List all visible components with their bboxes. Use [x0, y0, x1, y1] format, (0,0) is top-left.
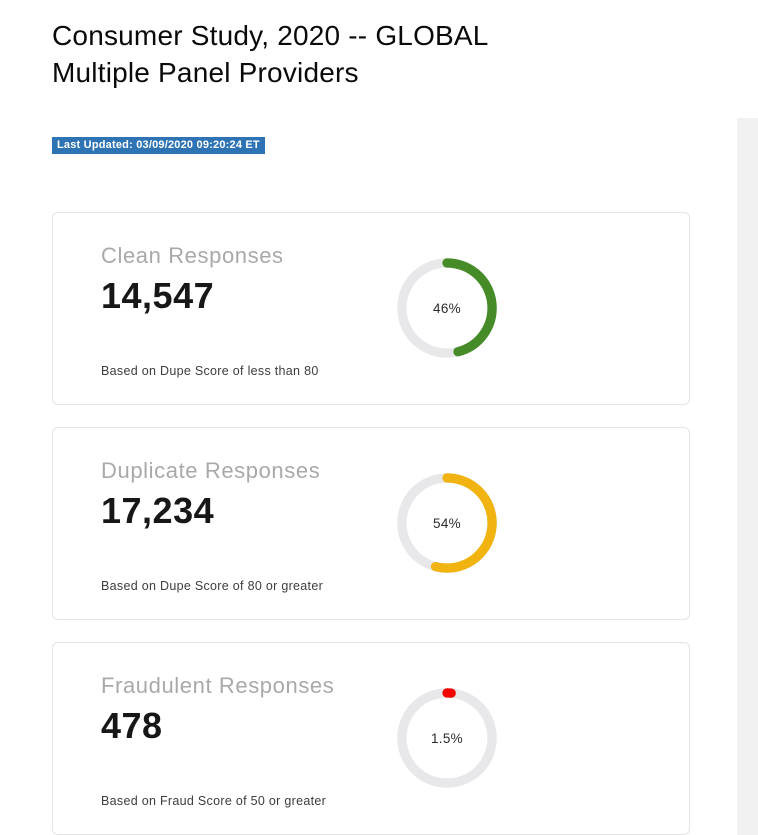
card-value: 17,234: [101, 489, 215, 531]
donut-progress-arc: [397, 688, 497, 789]
page-title: Consumer Study, 2020 -- GLOBAL Multiple …: [52, 18, 758, 92]
card-text-block: Duplicate Responses 17,234: [101, 458, 320, 532]
kpi-card-clean-responses: Clean Responses 14,547 Based on Dupe Sco…: [52, 211, 690, 405]
card-note: Based on Dupe Score of 80 or greater: [101, 578, 324, 593]
donut-svg: [397, 258, 497, 359]
scrollbar[interactable]: [737, 118, 758, 835]
page-title-line1: Consumer Study, 2020 -- GLOBAL: [52, 20, 489, 51]
card-text-block: Clean Responses 14,547: [101, 243, 284, 317]
kpi-card-duplicate-responses: Duplicate Responses 17,234 Based on Dupe…: [52, 426, 690, 620]
donut-progress-arc: [397, 473, 497, 574]
page-title-line2: Multiple Panel Providers: [52, 56, 359, 88]
card-note: Based on Fraud Score of 50 or greater: [101, 793, 327, 808]
card-value: 14,547: [101, 274, 215, 316]
donut-chart-clean: 46%: [392, 253, 502, 363]
donut-progress-arc: [397, 258, 497, 359]
donut-chart-duplicate: 54%: [392, 468, 502, 578]
kpi-card-fraudulent-responses: Fraudulent Responses 478 Based on Fraud …: [52, 641, 690, 835]
last-updated-badge: Last Updated: 03/09/2020 09:20:24 ET: [52, 136, 265, 154]
card-title: Duplicate Responses: [101, 457, 321, 483]
donut-percent-label: 46%: [433, 300, 461, 316]
card-note: Based on Dupe Score of less than 80: [101, 363, 319, 378]
donut-chart-fraudulent: 1.5%: [392, 683, 502, 793]
kpi-cards: Clean Responses 14,547 Based on Dupe Sco…: [52, 211, 690, 835]
card-title: Clean Responses: [101, 242, 284, 268]
card-value: 478: [101, 704, 163, 746]
donut-percent-label: 1.5%: [431, 730, 463, 746]
donut-svg: [397, 688, 497, 789]
donut-percent-label: 54%: [433, 515, 461, 531]
donut-svg: [397, 473, 497, 574]
card-text-block: Fraudulent Responses 478: [101, 673, 334, 747]
card-title: Fraudulent Responses: [101, 672, 335, 698]
badge-row: Last Updated: 03/09/2020 09:20:24 ET: [52, 135, 758, 154]
